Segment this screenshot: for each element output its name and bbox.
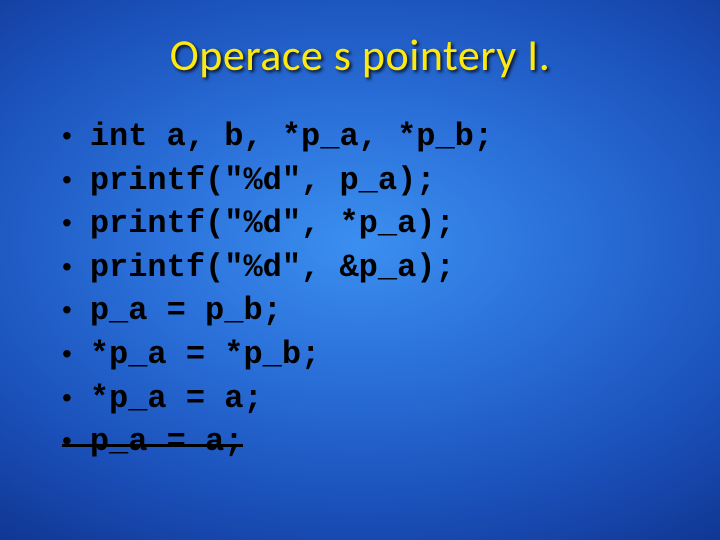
code-text: *p_a = *p_b; xyxy=(90,334,320,376)
code-line: • *p_a = a; xyxy=(62,378,670,420)
bullet-icon: • xyxy=(62,118,72,154)
bullet-icon: • xyxy=(62,205,72,241)
bullet-icon: • xyxy=(62,336,72,372)
code-text: printf("%d", *p_a); xyxy=(90,203,455,245)
code-text: int a, b, *p_a, *p_b; xyxy=(90,116,493,158)
code-line: • int a, b, *p_a, *p_b; xyxy=(62,116,670,158)
bullet-icon: • xyxy=(62,425,72,456)
code-text: printf("%d", &p_a); xyxy=(90,247,455,289)
code-line: • printf("%d", p_a); xyxy=(62,160,670,202)
bullet-icon: • xyxy=(62,380,72,416)
code-line: • printf("%d", &p_a); xyxy=(62,247,670,289)
slide: Operace s pointery I. • int a, b, *p_a, *… xyxy=(0,0,720,540)
code-line: • *p_a = *p_b; xyxy=(62,334,670,376)
code-body: • int a, b, *p_a, *p_b; • printf("%d", p_a)… xyxy=(50,116,670,463)
code-text: *p_a = a; xyxy=(90,378,263,420)
struck-line: • p_a = a; xyxy=(62,421,243,463)
slide-title: Operace s pointery I. xyxy=(50,28,670,82)
code-text: p_a = p_b; xyxy=(90,290,282,332)
bullet-icon: • xyxy=(62,292,72,328)
bullet-icon: • xyxy=(62,249,72,285)
code-text: p_a = a; xyxy=(90,423,244,460)
code-line: • p_a = a; xyxy=(62,421,670,463)
code-text: printf("%d", p_a); xyxy=(90,160,436,202)
code-line: • printf("%d", *p_a); xyxy=(62,203,670,245)
bullet-icon: • xyxy=(62,162,72,198)
code-line: • p_a = p_b; xyxy=(62,290,670,332)
